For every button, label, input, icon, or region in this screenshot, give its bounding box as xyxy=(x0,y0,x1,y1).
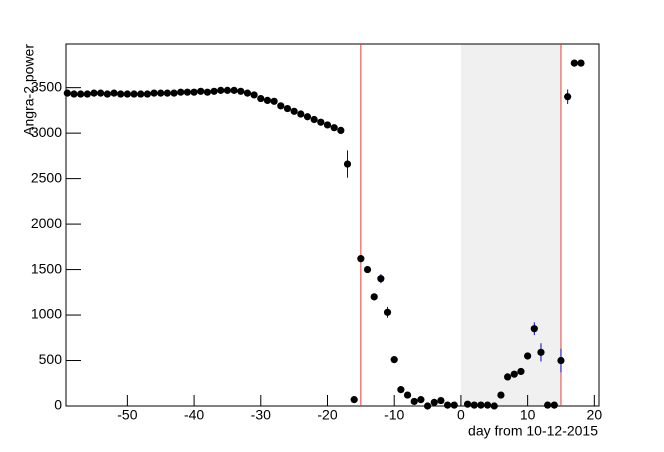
data-point xyxy=(63,89,71,97)
y-tick-label: 2500 xyxy=(31,169,62,185)
data-point xyxy=(410,397,418,406)
data-point xyxy=(83,90,91,98)
x-tick-label: 10 xyxy=(520,407,536,423)
data-point xyxy=(470,401,478,409)
data-point xyxy=(117,90,125,98)
plot-frame xyxy=(65,43,600,407)
data-point xyxy=(223,86,232,94)
y-tick-label: 0 xyxy=(54,397,62,413)
data-point xyxy=(510,370,518,378)
data-point xyxy=(197,87,205,95)
data-point xyxy=(297,110,305,118)
data-point xyxy=(157,89,165,97)
data-point xyxy=(257,94,265,103)
y-tick-label: 2000 xyxy=(31,215,62,231)
data-point xyxy=(477,401,485,409)
data-point xyxy=(277,102,285,110)
data-point xyxy=(310,115,318,124)
data-point xyxy=(490,402,498,410)
data-point xyxy=(77,90,85,98)
data-point xyxy=(377,275,385,283)
data-point xyxy=(577,59,585,67)
data-point xyxy=(497,391,505,399)
data-point xyxy=(403,391,412,399)
x-axis-label: day from 10-12-2015 xyxy=(468,423,598,439)
data-point xyxy=(70,90,78,98)
data-point xyxy=(137,90,145,98)
data-point xyxy=(130,90,138,98)
x-tick-label: -50 xyxy=(117,407,137,423)
data-point xyxy=(390,356,398,364)
y-axis-label: Angra-2 power xyxy=(21,44,37,136)
data-point xyxy=(423,402,432,410)
data-point xyxy=(397,386,405,394)
data-point xyxy=(417,396,425,404)
data-point xyxy=(123,90,131,98)
data-point xyxy=(270,97,278,105)
data-point xyxy=(143,90,151,98)
data-point xyxy=(203,88,212,96)
data-point xyxy=(517,367,525,376)
data-point xyxy=(504,373,512,381)
x-tick-label: 0 xyxy=(457,407,465,423)
data-point xyxy=(450,401,458,409)
data-point xyxy=(337,126,345,135)
data-point xyxy=(544,401,552,409)
data-point xyxy=(177,88,185,96)
shaded-region xyxy=(460,44,561,406)
data-point xyxy=(190,88,198,96)
data-point xyxy=(557,356,565,365)
data-point xyxy=(564,93,572,101)
data-point xyxy=(150,89,158,97)
data-point xyxy=(250,91,258,99)
data-point xyxy=(350,396,358,404)
data-point xyxy=(437,396,445,405)
data-point xyxy=(210,87,218,95)
data-point xyxy=(317,118,325,126)
data-point xyxy=(237,87,245,95)
data-point xyxy=(163,89,171,97)
data-point xyxy=(217,86,225,94)
data-point xyxy=(323,121,332,129)
data-point xyxy=(90,89,98,97)
data-point xyxy=(363,265,372,274)
data-point xyxy=(103,90,111,98)
data-point xyxy=(524,352,532,360)
data-point xyxy=(430,398,438,406)
y-tick-label: 500 xyxy=(39,351,63,367)
data-point xyxy=(383,308,392,316)
x-tick-label: -10 xyxy=(384,407,404,423)
data-point xyxy=(170,89,178,97)
x-tick-label: -30 xyxy=(251,407,271,423)
data-point xyxy=(110,89,118,97)
data-point xyxy=(463,400,472,408)
data-point xyxy=(443,401,452,409)
x-tick-label: -20 xyxy=(317,407,337,423)
data-point xyxy=(330,124,338,132)
data-point xyxy=(243,89,252,97)
data-point xyxy=(370,293,378,301)
data-point xyxy=(263,96,272,104)
data-point xyxy=(483,401,492,409)
data-point xyxy=(230,86,238,94)
data-point xyxy=(530,325,538,333)
data-point xyxy=(97,89,105,97)
y-tick-label: 1000 xyxy=(31,306,62,322)
data-point xyxy=(550,401,558,409)
x-tick-label: -40 xyxy=(184,407,204,423)
data-point xyxy=(537,348,545,356)
y-tick-label: 3000 xyxy=(31,124,62,140)
x-tick-label: 20 xyxy=(587,407,603,423)
y-tick-label: 3500 xyxy=(31,78,62,94)
y-tick-label: 1500 xyxy=(31,260,62,276)
data-point xyxy=(183,88,192,96)
data-point xyxy=(357,255,365,263)
data-point xyxy=(283,104,292,113)
data-point xyxy=(290,107,298,115)
data-point xyxy=(343,160,352,168)
data-point xyxy=(303,113,312,121)
data-point xyxy=(570,59,578,67)
